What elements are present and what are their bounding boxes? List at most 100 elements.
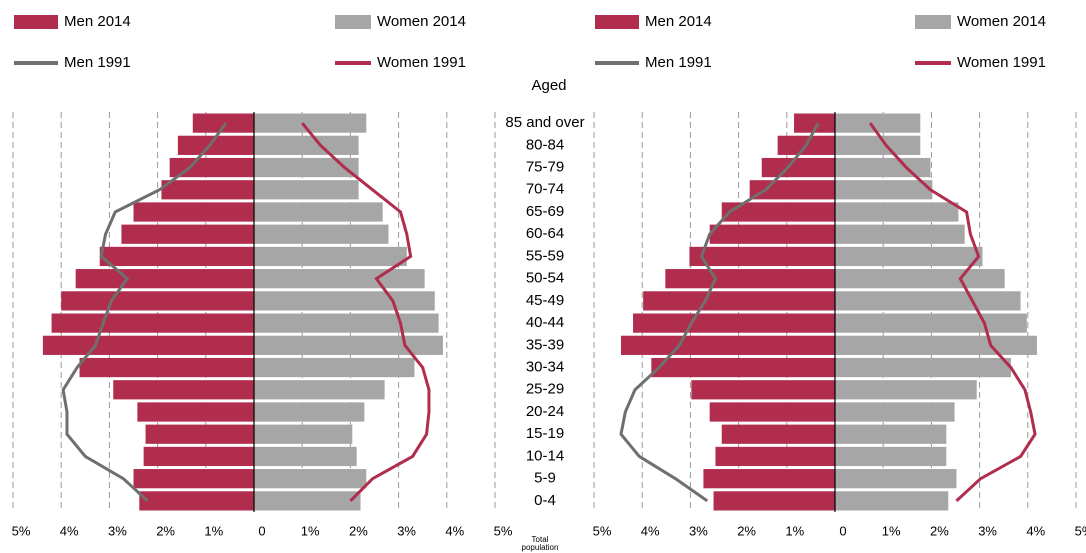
category-label: 30-34 xyxy=(526,359,564,376)
bar xyxy=(254,291,435,311)
category-label: 50-54 xyxy=(526,270,564,287)
bar xyxy=(721,202,835,222)
bar xyxy=(691,380,835,400)
bar xyxy=(254,469,367,489)
x-tick-label: 1% xyxy=(301,523,320,538)
bar xyxy=(835,335,1037,355)
legend-label: Men 2014 xyxy=(64,13,131,30)
legend-label: Men 1991 xyxy=(645,54,712,71)
category-label: 40-44 xyxy=(526,314,564,331)
category-label: 15-19 xyxy=(526,425,564,442)
legend-swatch xyxy=(915,15,951,29)
bar xyxy=(713,491,835,511)
x-tick-label: 0 xyxy=(839,523,846,538)
bar xyxy=(715,446,835,467)
y-axis-title: Aged xyxy=(531,77,566,94)
bar xyxy=(665,269,835,289)
bar xyxy=(254,269,425,289)
x-tick-label: 3% xyxy=(108,523,127,538)
bar xyxy=(254,357,415,378)
bar xyxy=(143,446,254,467)
legend-label: Women 1991 xyxy=(957,54,1046,71)
bar xyxy=(177,135,254,155)
bar xyxy=(145,424,254,444)
bar xyxy=(137,402,254,422)
legend-label: Women 1991 xyxy=(377,54,466,71)
bar xyxy=(254,135,359,155)
bar xyxy=(133,469,254,489)
bar xyxy=(254,335,443,355)
bar xyxy=(254,424,353,444)
category-label: 20-24 xyxy=(526,403,564,420)
bar xyxy=(254,380,385,400)
bar xyxy=(721,424,835,444)
bar xyxy=(254,157,359,178)
x-tick-label: 3% xyxy=(689,523,708,538)
bar xyxy=(835,313,1027,333)
bar xyxy=(835,402,955,422)
category-label: 5-9 xyxy=(534,470,556,487)
x-tick-label: 5% xyxy=(1075,523,1086,538)
x-tick-label: 4% xyxy=(1026,523,1045,538)
bar xyxy=(761,157,835,178)
bar xyxy=(254,202,383,222)
line xyxy=(619,122,820,503)
x-tick-label: 1% xyxy=(882,523,901,538)
legend-swatch xyxy=(14,15,58,29)
bar xyxy=(254,224,389,244)
bar xyxy=(709,402,835,422)
bar xyxy=(835,202,959,222)
bar xyxy=(835,446,947,467)
x-tick-label: 4% xyxy=(60,523,79,538)
x-axis-title: Total xyxy=(532,535,549,544)
bar xyxy=(709,224,835,244)
legend-swatch xyxy=(335,15,371,29)
line xyxy=(868,122,1037,502)
bar xyxy=(254,180,359,200)
bar xyxy=(835,491,949,511)
bar xyxy=(835,291,1021,311)
bar xyxy=(651,357,835,378)
category-label: 45-49 xyxy=(526,292,564,309)
bar xyxy=(192,113,254,133)
bar xyxy=(99,246,254,267)
bar xyxy=(254,313,439,333)
bar xyxy=(79,357,255,378)
x-tick-label: 4% xyxy=(445,523,464,538)
bar xyxy=(161,180,254,200)
category-label: 75-79 xyxy=(526,159,564,176)
category-label: 0-4 xyxy=(534,492,556,509)
bar xyxy=(620,335,835,355)
legend-label: Men 2014 xyxy=(645,13,712,30)
legend-label: Women 2014 xyxy=(957,13,1046,30)
bar xyxy=(169,157,254,178)
bar xyxy=(254,446,357,467)
bar xyxy=(835,246,983,267)
x-tick-label: 2% xyxy=(156,523,175,538)
x-tick-label: 5% xyxy=(494,523,513,538)
bar xyxy=(703,469,835,489)
bar xyxy=(835,113,921,133)
bar xyxy=(254,113,367,133)
category-label: 25-29 xyxy=(526,381,564,398)
bar xyxy=(835,469,957,489)
x-tick-label: 4% xyxy=(641,523,660,538)
bar xyxy=(835,135,921,155)
legend-label: Women 2014 xyxy=(377,13,466,30)
x-tick-label: 2% xyxy=(349,523,368,538)
bar xyxy=(835,224,965,244)
bar xyxy=(113,380,254,400)
category-label: 70-74 xyxy=(526,181,564,198)
x-tick-label: 3% xyxy=(397,523,416,538)
x-tick-label: 0 xyxy=(258,523,265,538)
bar xyxy=(794,113,835,133)
bar xyxy=(254,491,361,511)
x-tick-label: 1% xyxy=(785,523,804,538)
x-tick-label: 5% xyxy=(12,523,31,538)
bar xyxy=(121,224,254,244)
x-tick-label: 3% xyxy=(978,523,997,538)
bar xyxy=(835,269,1005,289)
bar xyxy=(51,313,255,333)
x-tick-label: 5% xyxy=(593,523,612,538)
